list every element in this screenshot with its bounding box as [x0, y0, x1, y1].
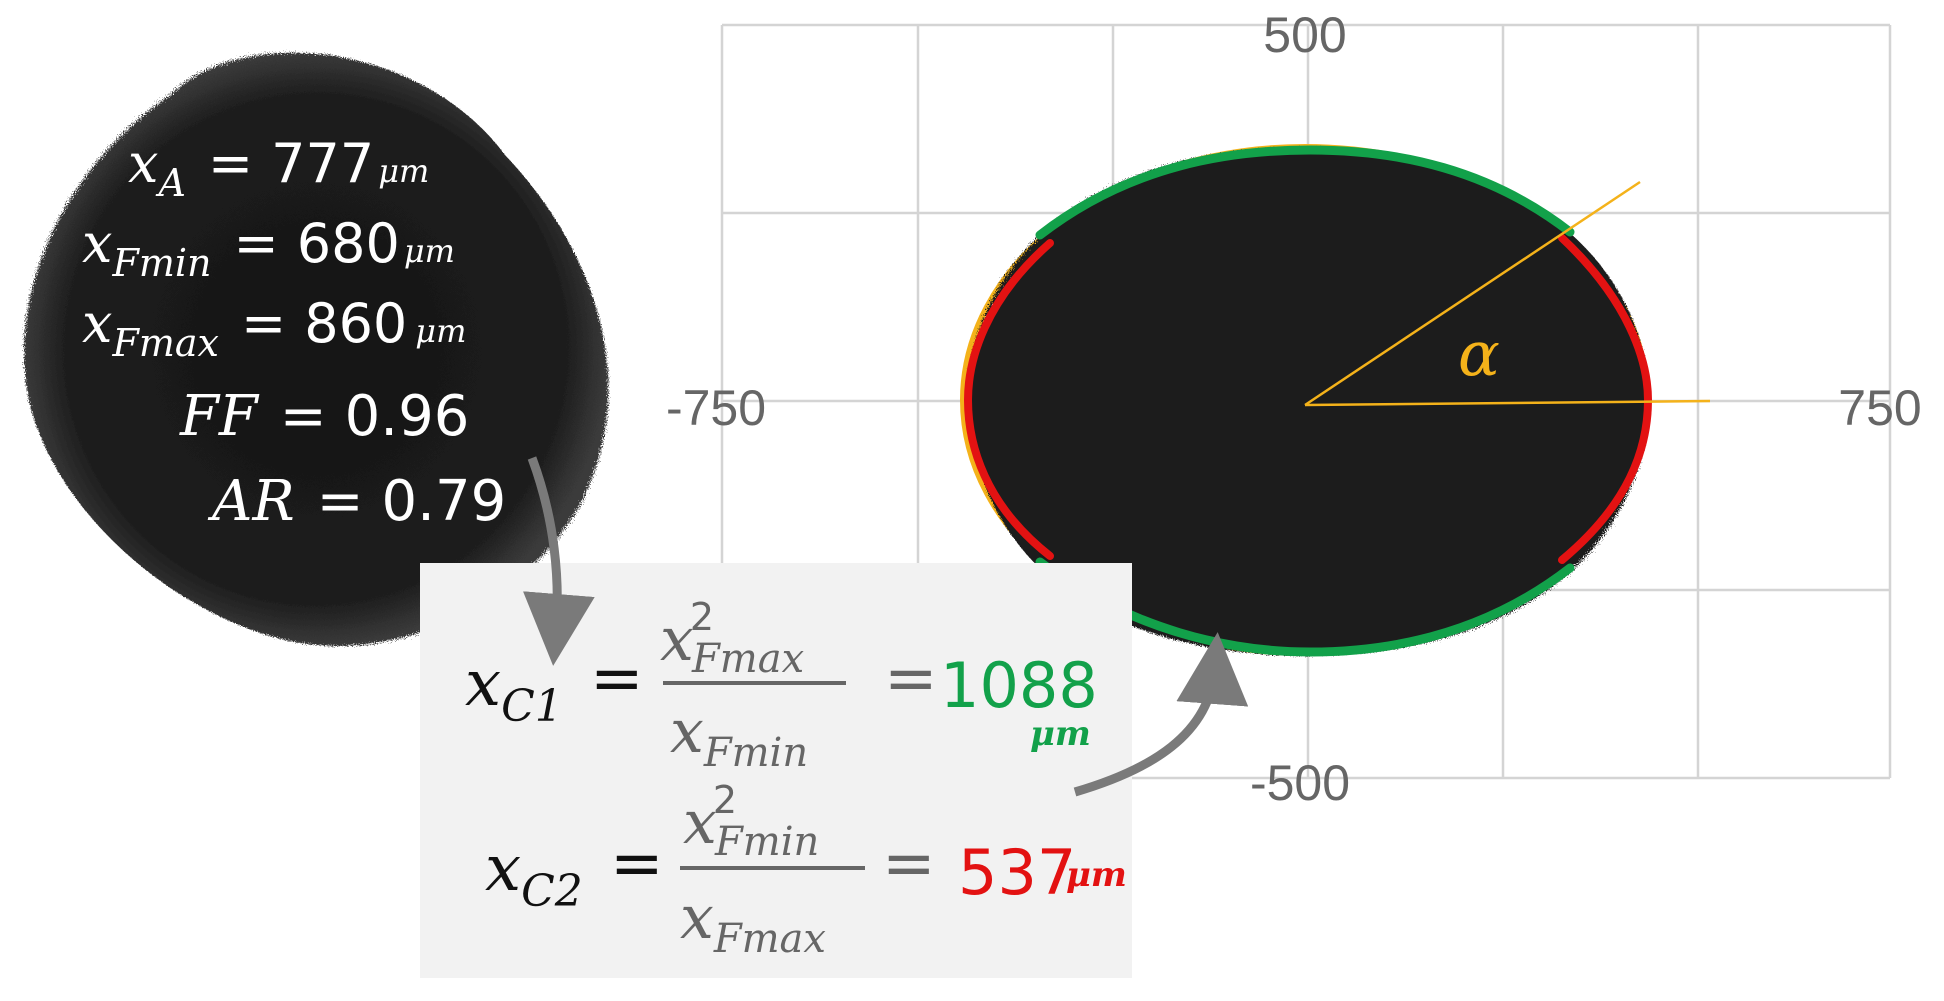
arrow-to-formula	[522, 456, 595, 666]
svg-text:xC1: xC1	[465, 647, 563, 732]
particle-parameters: xA = 777 μm xFmin = 680 μm xFmax = 860 μm FF = 0.96…	[82, 132, 506, 534]
xC1-unit: μm	[1030, 714, 1091, 754]
param-AR: AR = 0.79	[207, 469, 506, 534]
param-xFmax: xFmax = 860 μm	[82, 292, 466, 365]
y-axis-min-label: -500	[1250, 755, 1350, 811]
param-xFmin: xFmin = 680 μm	[82, 212, 455, 285]
angle-alpha-label: α	[1458, 317, 1500, 390]
red-arc-right	[1558, 234, 1653, 564]
y-axis-max-label: 500	[1263, 7, 1346, 63]
svg-text:xFmax: xFmax	[680, 883, 826, 962]
green-arc-top	[1035, 145, 1575, 240]
param-xA: xA = 777 μm	[128, 132, 429, 205]
svg-text:xFmin: xFmin	[670, 697, 808, 776]
red-arc-left	[963, 239, 1054, 560]
param-FF: FF = 0.96	[179, 384, 469, 449]
svg-text:xC2: xC2	[485, 832, 583, 917]
xC1-value: 1088	[940, 649, 1098, 722]
formula-xC2: xC2 = x2 Fmin xFmax = 537 μm	[485, 778, 1127, 962]
svg-text:=: =	[882, 827, 936, 901]
svg-text:=: =	[590, 642, 644, 716]
svg-text:=: =	[610, 827, 664, 901]
arrow-to-plot	[1073, 632, 1249, 797]
svg-text:=: =	[884, 642, 938, 716]
formula-xC1: xC1 = x2 Fmax xFmin = 1088 μm	[465, 595, 1098, 776]
x-axis-min-label: -750	[666, 380, 766, 436]
particle-image	[24, 52, 609, 646]
xC2-unit: μm	[1066, 855, 1127, 895]
xC2-value: 537	[958, 836, 1076, 909]
angle-indicator	[1304, 180, 1711, 407]
x-axis-max-label: 750	[1838, 380, 1921, 436]
